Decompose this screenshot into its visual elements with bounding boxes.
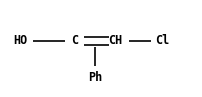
Text: CH: CH	[108, 34, 122, 47]
Text: C: C	[71, 34, 78, 47]
Text: HO: HO	[13, 34, 27, 47]
Text: Ph: Ph	[88, 71, 102, 84]
Text: Cl: Cl	[155, 34, 169, 47]
